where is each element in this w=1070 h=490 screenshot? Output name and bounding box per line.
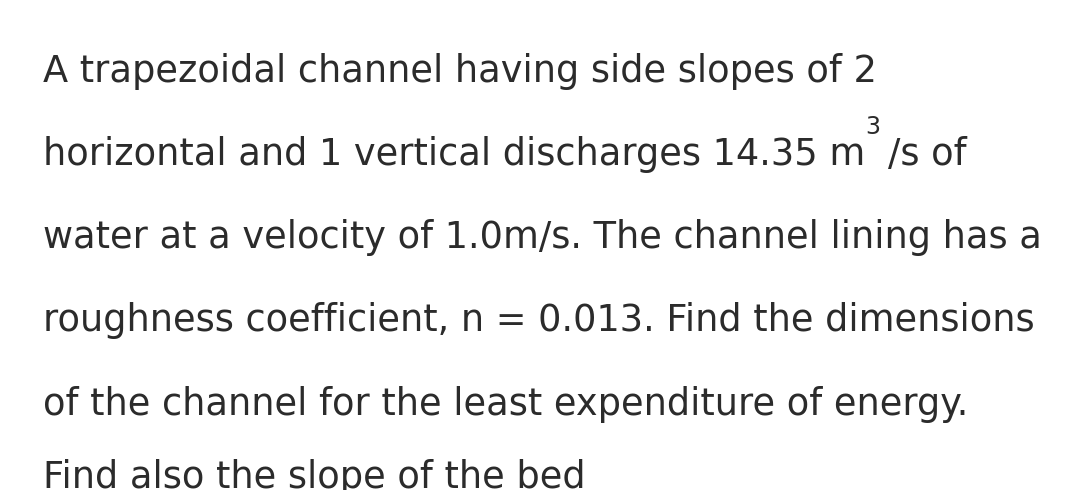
Text: water at a velocity of 1.0m/s. The channel lining has a: water at a velocity of 1.0m/s. The chann… xyxy=(43,219,1042,256)
Text: 3: 3 xyxy=(865,116,880,139)
Text: /s of: /s of xyxy=(887,136,966,173)
Text: roughness coefficient, n = 0.013. Find the dimensions: roughness coefficient, n = 0.013. Find t… xyxy=(43,302,1035,340)
Text: of the channel for the least expenditure of energy.: of the channel for the least expenditure… xyxy=(43,386,968,423)
Text: horizontal and 1 vertical discharges 14.35 m: horizontal and 1 vertical discharges 14.… xyxy=(43,136,865,173)
Text: Find also the slope of the bed: Find also the slope of the bed xyxy=(43,459,585,490)
Text: A trapezoidal channel having side slopes of 2: A trapezoidal channel having side slopes… xyxy=(43,52,876,90)
